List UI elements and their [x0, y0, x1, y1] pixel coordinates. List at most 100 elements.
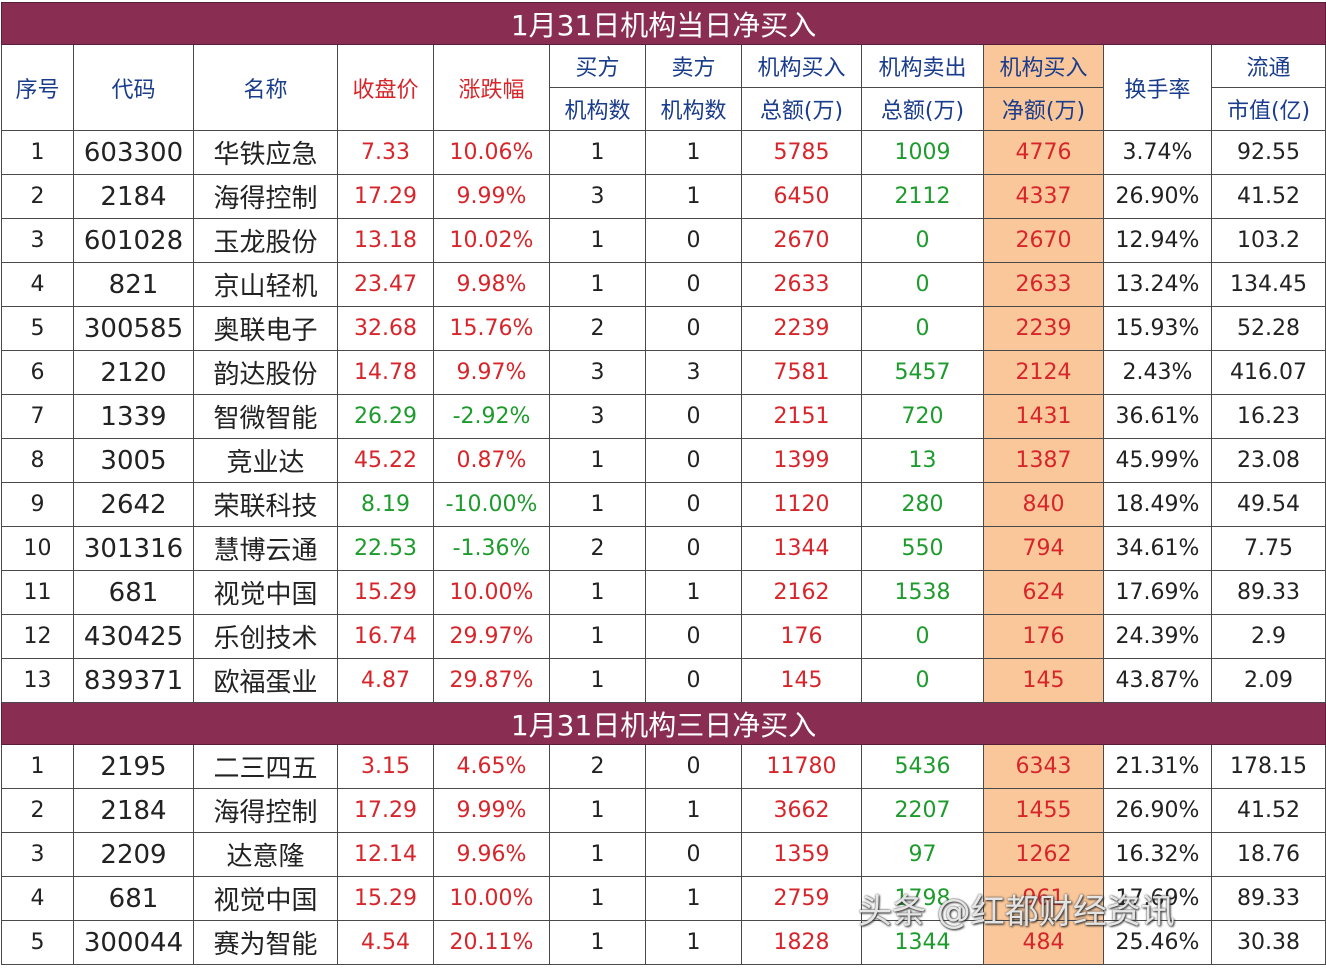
- close-price-cell: 15.29: [337, 876, 434, 921]
- buyer-count-cell: 2: [549, 306, 646, 351]
- turnover-cell: 26.90%: [1103, 788, 1212, 833]
- section-title-row: 1月31日机构当日净买入: [0, 2, 1326, 45]
- net-buy-cell: 1455: [983, 788, 1104, 833]
- table-row: 13 839371 欧福蛋业 4.87 29.87% 1 0 145 0 145 43.87% 2.0…: [1, 658, 1326, 703]
- name-cell: 视觉中国: [193, 876, 338, 921]
- market-cap-cell: 52.28: [1210, 306, 1326, 351]
- change-pct-cell: 4.65%: [433, 744, 550, 789]
- change-pct-cell: 10.00%: [433, 876, 550, 921]
- seller-count-cell: 1: [645, 876, 742, 921]
- buy-total-cell: 6450: [741, 174, 862, 219]
- close-price-cell: 23.47: [337, 262, 434, 307]
- turnover-cell: 25.46%: [1103, 920, 1212, 965]
- close-price-cell: 17.29: [337, 788, 434, 833]
- buyer-count-cell: 1: [549, 218, 646, 263]
- seq-cell: 12: [1, 614, 74, 659]
- header-seq: 序号: [1, 44, 74, 131]
- code-cell: 300585: [73, 306, 194, 351]
- seller-count-cell: 0: [645, 744, 742, 789]
- table-row: 12 430425 乐创技术 16.74 29.97% 1 0 176 0 176 24.39% 2.…: [1, 614, 1326, 659]
- change-pct-cell: -1.36%: [433, 526, 550, 571]
- turnover-cell: 17.69%: [1103, 876, 1212, 921]
- change-pct-cell: 15.76%: [433, 306, 550, 351]
- change-pct-cell: -10.00%: [433, 482, 550, 527]
- header-buyers-sub: 机构数: [549, 87, 646, 131]
- code-cell: 681: [73, 876, 194, 921]
- change-pct-cell: 10.00%: [433, 570, 550, 615]
- seq-cell: 9: [1, 482, 74, 527]
- buyer-count-cell: 1: [549, 262, 646, 307]
- close-price-cell: 16.74: [337, 614, 434, 659]
- market-cap-cell: 49.54: [1210, 482, 1326, 527]
- buy-total-cell: 2633: [741, 262, 862, 307]
- buyer-count-cell: 1: [549, 130, 646, 175]
- turnover-cell: 34.61%: [1103, 526, 1212, 571]
- net-buy-cell: 1262: [983, 832, 1104, 877]
- seq-cell: 2: [1, 174, 74, 219]
- buy-total-cell: 1344: [741, 526, 862, 571]
- market-cap-cell: 41.52: [1210, 788, 1326, 833]
- sell-total-cell: 0: [861, 658, 984, 703]
- table-row: 11 681 视觉中国 15.29 10.00% 1 1 2162 1538 624 17.69% 8…: [1, 570, 1326, 615]
- header-buyers: 买方: [549, 44, 646, 88]
- table-row: 9 2642 荣联科技 8.19 -10.00% 1 0 1120 280 840 18.49% 49…: [1, 482, 1326, 527]
- table-row: 8 3005 竞业达 45.22 0.87% 1 0 1399 13 1387 45.99% 23.0…: [1, 438, 1326, 483]
- seq-cell: 2: [1, 788, 74, 833]
- seller-count-cell: 1: [645, 570, 742, 615]
- net-buy-cell: 484: [983, 920, 1104, 965]
- table-row: 2 2184 海得控制 17.29 9.99% 1 1 3662 2207 1455 26.90% 4…: [1, 788, 1326, 833]
- turnover-cell: 17.69%: [1103, 570, 1212, 615]
- close-price-cell: 8.19: [337, 482, 434, 527]
- name-cell: 视觉中国: [193, 570, 338, 615]
- code-cell: 2195: [73, 744, 194, 789]
- seq-cell: 13: [1, 658, 74, 703]
- change-pct-cell: 9.96%: [433, 832, 550, 877]
- change-pct-cell: 9.98%: [433, 262, 550, 307]
- name-cell: 韵达股份: [193, 350, 338, 395]
- buyer-count-cell: 1: [549, 832, 646, 877]
- market-cap-cell: 178.15: [1210, 744, 1326, 789]
- table-row: 4 821 京山轻机 23.47 9.98% 1 0 2633 0 2633 13.24% 134.4…: [1, 262, 1326, 307]
- seller-count-cell: 1: [645, 130, 742, 175]
- net-buy-cell: 2239: [983, 306, 1104, 351]
- change-pct-cell: 10.02%: [433, 218, 550, 263]
- sell-total-cell: 1009: [861, 130, 984, 175]
- market-cap-cell: 16.23: [1210, 394, 1326, 439]
- header-sell-total: 机构卖出: [861, 44, 984, 88]
- seller-count-cell: 0: [645, 438, 742, 483]
- net-buy-cell: 4776: [983, 130, 1104, 175]
- turnover-cell: 36.61%: [1103, 394, 1212, 439]
- seq-cell: 11: [1, 570, 74, 615]
- seller-count-cell: 0: [645, 306, 742, 351]
- code-cell: 601028: [73, 218, 194, 263]
- net-buy-cell: 2633: [983, 262, 1104, 307]
- buyer-count-cell: 3: [549, 394, 646, 439]
- code-cell: 300044: [73, 920, 194, 965]
- change-pct-cell: 10.06%: [433, 130, 550, 175]
- market-cap-cell: 416.07: [1210, 350, 1326, 395]
- buy-total-cell: 2670: [741, 218, 862, 263]
- turnover-cell: 43.87%: [1103, 658, 1212, 703]
- seq-cell: 4: [1, 262, 74, 307]
- net-buy-cell: 4337: [983, 174, 1104, 219]
- sell-total-cell: 550: [861, 526, 984, 571]
- net-buy-cell: 6343: [983, 744, 1104, 789]
- market-cap-cell: 41.52: [1210, 174, 1326, 219]
- sell-total-cell: 97: [861, 832, 984, 877]
- buyer-count-cell: 2: [549, 744, 646, 789]
- header-code: 代码: [73, 44, 194, 131]
- buy-total-cell: 1828: [741, 920, 862, 965]
- seller-count-cell: 0: [645, 832, 742, 877]
- close-price-cell: 3.15: [337, 744, 434, 789]
- close-price-cell: 26.29: [337, 394, 434, 439]
- buyer-count-cell: 1: [549, 570, 646, 615]
- turnover-cell: 18.49%: [1103, 482, 1212, 527]
- name-cell: 二三四五: [193, 744, 338, 789]
- sell-total-cell: 5457: [861, 350, 984, 395]
- change-pct-cell: 29.87%: [433, 658, 550, 703]
- code-cell: 2184: [73, 174, 194, 219]
- seq-cell: 1: [1, 130, 74, 175]
- buy-total-cell: 7581: [741, 350, 862, 395]
- buyer-count-cell: 1: [549, 876, 646, 921]
